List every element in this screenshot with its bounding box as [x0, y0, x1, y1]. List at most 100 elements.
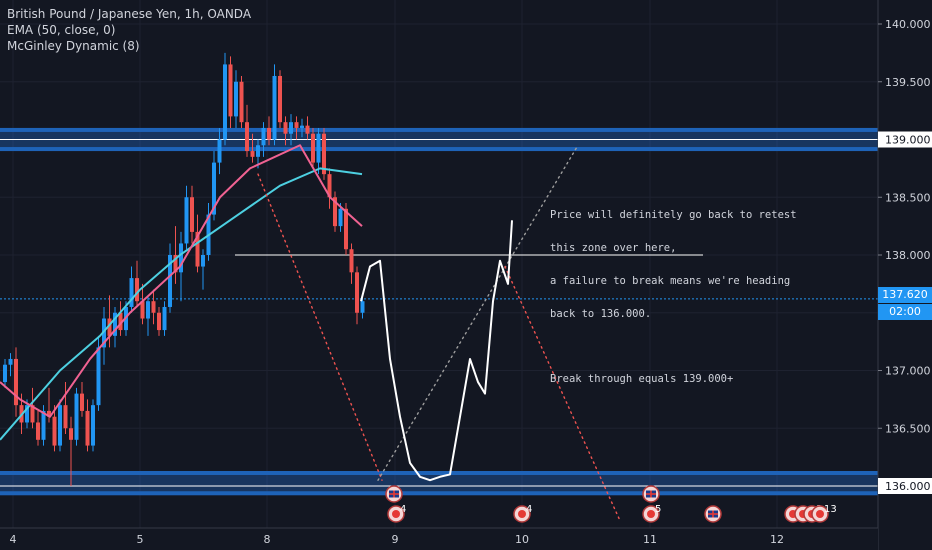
candle: [322, 133, 326, 175]
candle: [74, 393, 79, 440]
candle: [162, 306, 167, 331]
candle: [179, 243, 183, 273]
candle: [113, 312, 117, 336]
price-tick-label: 138.000: [885, 249, 931, 262]
candle: [151, 301, 156, 313]
candle: [96, 347, 101, 406]
candle: [140, 301, 145, 319]
indicators: [0, 144, 363, 441]
candle: [283, 122, 288, 134]
price-tick-label: 136.500: [885, 422, 931, 435]
ema-legend[interactable]: EMA (50, close, 0): [7, 23, 116, 37]
zone-edge: [0, 147, 878, 152]
candle: [300, 125, 304, 128]
price-tick-label: 140.000: [885, 18, 931, 31]
candle: [316, 133, 321, 163]
candle: [25, 405, 29, 423]
candle: [80, 393, 84, 411]
candle: [146, 301, 150, 319]
note-line-breakout: Break through equals 139.000+: [550, 373, 734, 385]
candle: [8, 358, 13, 365]
note-line: a failure to break means we're heading: [550, 275, 791, 287]
dotted-projection: [377, 144, 579, 481]
event-dot-icon: [518, 510, 526, 518]
candle: [245, 122, 249, 152]
candle: [85, 410, 90, 446]
candle: [228, 64, 233, 117]
candle: [102, 318, 106, 348]
candle: [173, 255, 178, 273]
candle: [135, 278, 139, 302]
candles: [3, 52, 365, 486]
levels: [0, 254, 878, 300]
candle: [69, 428, 73, 440]
candle: [338, 208, 343, 227]
event-count: 13: [824, 504, 837, 515]
level-price-box: [878, 478, 932, 494]
price-tick-label: 138.500: [885, 191, 931, 204]
candle: [3, 364, 7, 383]
candle: [289, 122, 293, 134]
candle-timer-tag: 02:00: [878, 304, 932, 320]
candle: [91, 405, 95, 446]
candle: [349, 249, 354, 273]
candle: [278, 75, 282, 123]
event-count: 4: [400, 504, 406, 515]
symbol-title[interactable]: British Pound / Japanese Yen, 1h, OANDA: [7, 7, 252, 21]
zone-edge: [0, 491, 878, 496]
candle: [118, 312, 123, 331]
candle: [239, 81, 244, 123]
time-tick-label: 10: [515, 533, 529, 546]
candle: [223, 64, 227, 140]
zone-edge: [0, 127, 878, 132]
candle: [261, 127, 266, 146]
candle: [52, 416, 57, 446]
candle: [195, 231, 200, 267]
level-price-box: [878, 131, 932, 148]
mcginley-legend[interactable]: McGinley Dynamic (8): [7, 39, 140, 53]
time-axis[interactable]: 4 5 8 9 10 11 12: [0, 527, 878, 550]
event-markers[interactable]: 445313: [385, 485, 837, 523]
projected-price-path: [360, 220, 513, 482]
level-price-label: 136.000: [885, 480, 931, 493]
note-line: Price will definitely go back to retest: [550, 209, 797, 221]
zone-support: [0, 470, 878, 496]
dotted-projection: [504, 265, 621, 522]
candle: [217, 139, 222, 163]
time-tick-label: 11: [643, 533, 657, 546]
candle: [157, 312, 161, 331]
candle: [355, 272, 359, 313]
candle: [234, 81, 238, 117]
ema-line: [0, 167, 363, 441]
time-tick-label: 12: [770, 533, 784, 546]
time-axis-bg: [0, 528, 878, 550]
price-axis[interactable]: 140.000139.500139.000138.500138.000137.5…: [877, 0, 932, 550]
event-count: 5: [655, 504, 661, 515]
trade-note[interactable]: Price will definitely go back to retest …: [550, 188, 797, 396]
candle: [107, 318, 112, 336]
mcginley-line: [0, 144, 363, 418]
candle: [63, 405, 68, 429]
note-line: back to 136.000.: [550, 308, 652, 320]
price-tick-label: 139.500: [885, 76, 931, 89]
candle: [272, 75, 277, 140]
event-dot-icon: [816, 510, 824, 518]
candle: [294, 122, 299, 128]
candle: [327, 174, 332, 198]
price-tick-label: 137.000: [885, 365, 931, 378]
candle: [30, 405, 35, 423]
time-tick-label: 4: [10, 533, 17, 546]
candle: [36, 422, 40, 440]
candle: [333, 197, 337, 227]
zone-edge: [0, 470, 878, 475]
candle: [267, 127, 271, 140]
current-price-tag: 137.620: [878, 287, 932, 303]
candle: [360, 301, 365, 313]
event-count: 4: [526, 504, 532, 515]
candle: [14, 358, 18, 406]
candle: [168, 255, 172, 307]
candle: [256, 145, 260, 157]
candle: [190, 197, 194, 232]
candle: [344, 208, 348, 250]
